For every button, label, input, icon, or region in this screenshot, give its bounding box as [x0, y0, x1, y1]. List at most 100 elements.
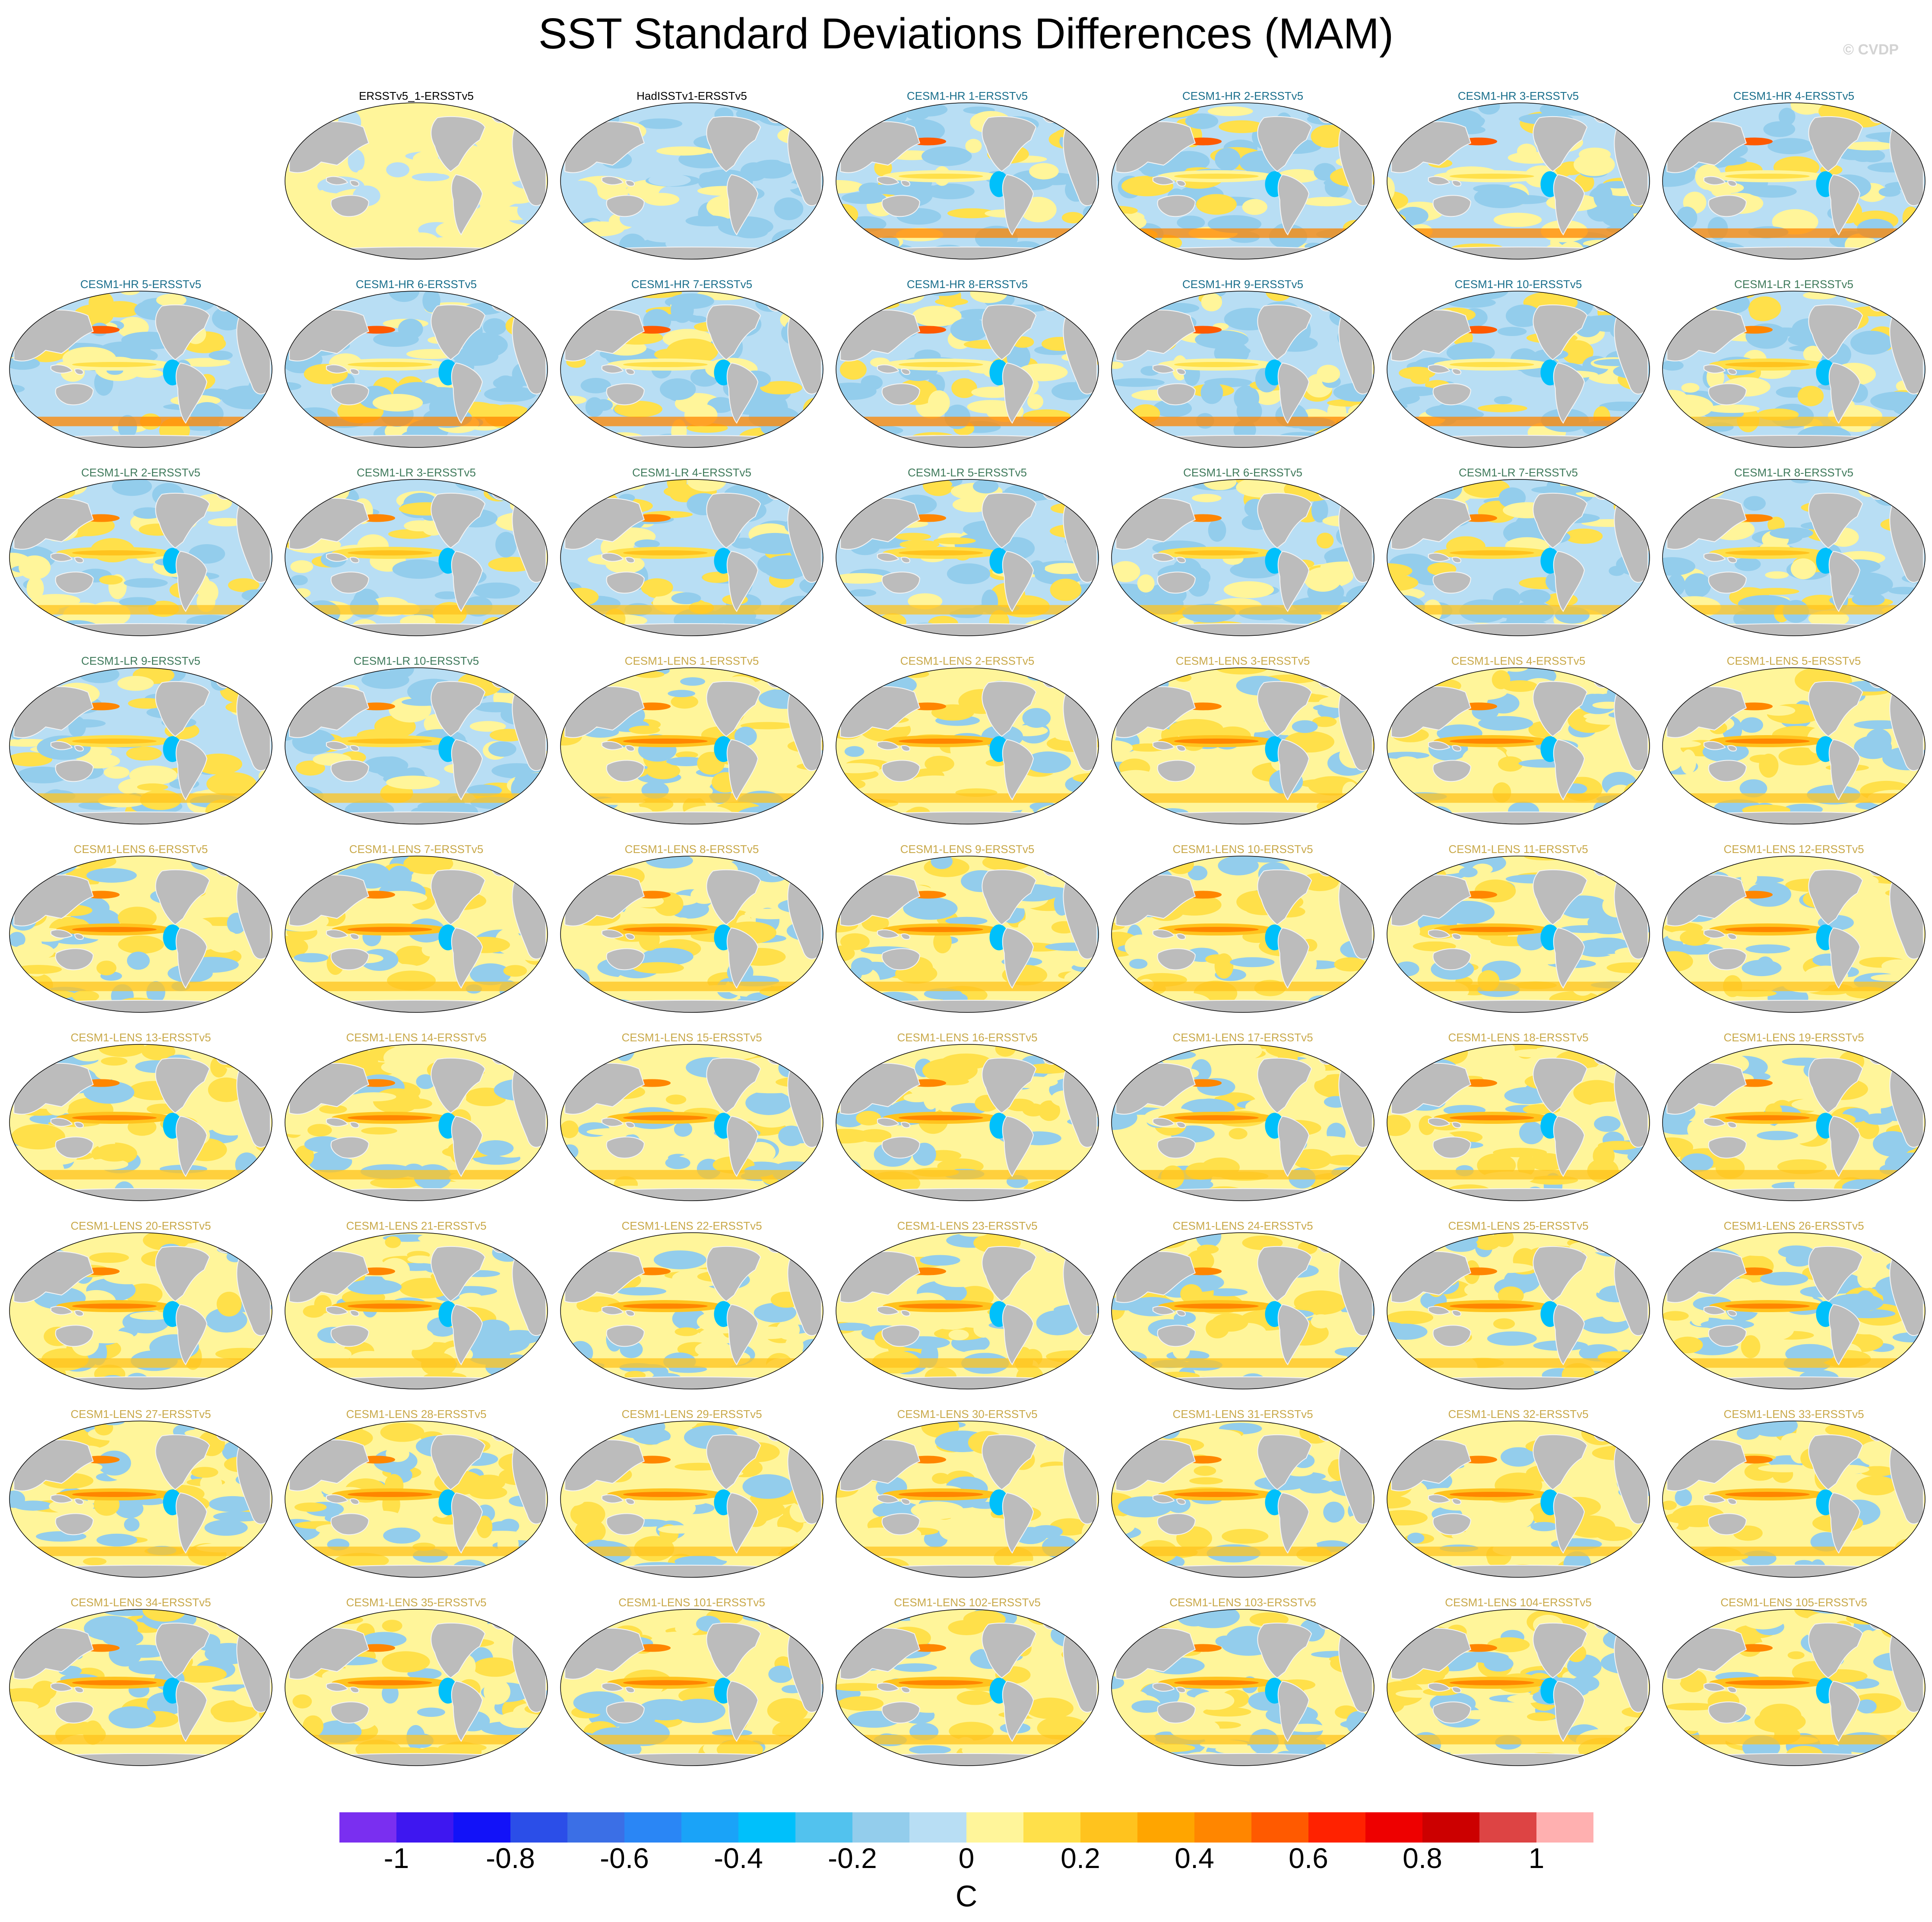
anomaly-blob: [1055, 127, 1099, 139]
land-mass: [606, 571, 645, 594]
map-outline: [285, 1044, 548, 1201]
land-mass: [1152, 1117, 1175, 1127]
land-mass: [155, 1246, 210, 1302]
land-mass: [601, 552, 624, 562]
anomaly-blob: [507, 1001, 530, 1012]
land-mass: [1727, 1122, 1737, 1128]
anomaly-blob: [836, 244, 877, 259]
map-outline: [560, 1421, 823, 1578]
land-mass: [310, 623, 523, 636]
anomaly-blob: [502, 479, 548, 495]
anomaly-blob: [641, 578, 673, 597]
anomaly-blob: [774, 183, 799, 190]
map-outline: [285, 856, 548, 1013]
anomaly-blob: [1072, 1551, 1098, 1573]
anomaly-blob: [459, 1293, 482, 1300]
panel-title: CESM1-LENS 8-ERSSTv5: [624, 843, 759, 856]
anomaly-blob: [1741, 1335, 1761, 1358]
anomaly-blob: [95, 1063, 119, 1080]
sst-map: [9, 1421, 272, 1578]
anomaly-blob: [1790, 558, 1816, 580]
anomaly-blob: [1358, 861, 1374, 876]
anomaly-blob: [1112, 622, 1136, 631]
anomaly-blob: [216, 1291, 242, 1317]
anomaly-blob: [1901, 492, 1925, 503]
land-mass: [1828, 1116, 1861, 1177]
anomaly-blob: [1672, 1336, 1703, 1354]
land-mass: [155, 1057, 210, 1114]
anomaly-blob: [1413, 941, 1456, 951]
land-mass: [601, 929, 624, 939]
southern-ocean-band: [561, 793, 823, 803]
anomaly-blob: [1758, 1464, 1812, 1472]
anomaly-blob: [1797, 386, 1824, 406]
anomaly-blob: [653, 1250, 706, 1269]
land-mass: [1002, 739, 1034, 801]
anomaly-blob: [836, 573, 887, 584]
anomaly-blob: [310, 1760, 358, 1766]
sst-map: [560, 479, 823, 636]
panel-title: CESM1-LR 6-ERSSTv5: [1183, 466, 1302, 479]
anomaly-blob: [1229, 1128, 1248, 1139]
anomaly-blob: [561, 1421, 580, 1427]
map-outline: [1387, 1232, 1650, 1389]
anomaly-blob: [836, 241, 879, 249]
anomaly-blob: [1879, 1000, 1899, 1012]
land-mass: [310, 435, 523, 447]
land-mass: [35, 1753, 247, 1766]
land-mass: [74, 1122, 84, 1128]
land-mass: [1808, 492, 1863, 549]
anomaly-blob: [285, 479, 318, 495]
anomaly-blob: [72, 990, 99, 1002]
anomaly-blob: [849, 107, 874, 123]
map-panel: CESM1-HR 2-ERSSTv5: [1107, 89, 1378, 262]
land-mass: [1432, 1325, 1471, 1347]
anomaly-blob: [634, 539, 660, 549]
panel-title: CESM1-LENS 13-ERSSTv5: [70, 1031, 211, 1044]
land-mass: [982, 681, 1037, 737]
map-outline: [1387, 291, 1650, 448]
anomaly-blob: [1185, 113, 1219, 129]
land-mass: [982, 1057, 1037, 1114]
anomaly-blob: [1891, 1556, 1925, 1577]
land-mass: [50, 741, 73, 750]
anomaly-blob: [1302, 197, 1352, 206]
anomaly-blob: [1586, 247, 1631, 257]
anomaly-blob: [1519, 589, 1551, 605]
land-mass: [1137, 1376, 1349, 1389]
anomaly-blob: [1133, 103, 1185, 110]
map-panel: CESM1-HR 9-ERSSTv5: [1107, 277, 1378, 450]
anomaly-blob: [780, 103, 819, 116]
anomaly-blob: [836, 945, 855, 961]
anomaly-blob: [1387, 1522, 1422, 1534]
anomaly-blob: [1729, 990, 1777, 997]
anomaly-blob: [1387, 1562, 1422, 1577]
anomaly-blob: [1342, 781, 1359, 801]
equatorial-core: [623, 927, 708, 932]
land-mass: [50, 1494, 73, 1503]
southern-ocean-band: [561, 1546, 823, 1556]
anomaly-blob: [386, 775, 440, 790]
anomaly-blob: [1681, 383, 1700, 393]
land-mass: [451, 362, 483, 424]
southern-ocean-band: [285, 981, 548, 991]
equatorial-core: [623, 550, 708, 556]
anomaly-blob: [1361, 805, 1374, 824]
anomaly-blob: [104, 766, 130, 779]
land-mass: [349, 557, 359, 563]
anomaly-blob: [253, 856, 272, 879]
anomaly-blob: [506, 238, 544, 259]
anomaly-blob: [10, 603, 24, 612]
anomaly-blob: [1306, 103, 1333, 120]
equatorial-core: [1174, 550, 1259, 556]
anomaly-blob: [1112, 1050, 1158, 1057]
land-mass: [601, 364, 624, 374]
southern-ocean-band: [836, 1170, 1099, 1180]
equatorial-core: [347, 1304, 432, 1309]
anomaly-blob: [972, 479, 999, 494]
anomaly-blob: [307, 1124, 332, 1137]
map-outline: [9, 667, 272, 825]
anomaly-blob: [1474, 186, 1529, 208]
anomaly-blob: [1112, 1044, 1150, 1055]
anomaly-blob: [370, 1177, 421, 1189]
